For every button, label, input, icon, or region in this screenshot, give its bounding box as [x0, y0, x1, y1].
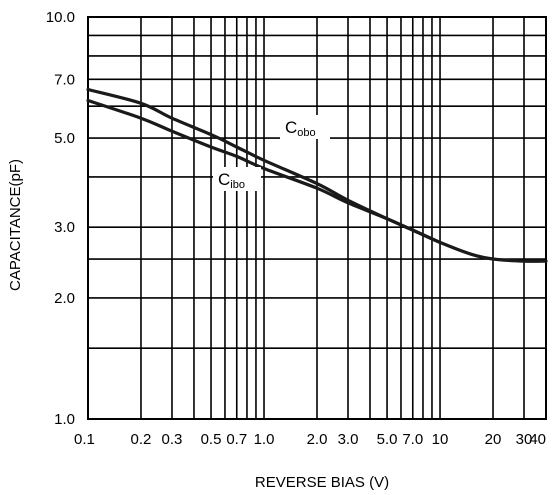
x-tick-label: 10: [432, 431, 449, 448]
series-label-cibo-sub: ibo: [230, 179, 245, 191]
series-lines: [86, 87, 548, 263]
series-label-cibo-main: C: [218, 170, 230, 189]
x-tick-label: 7.0: [402, 431, 423, 448]
x-tick-label: 0.5: [201, 431, 222, 448]
y-tick-label: 10.0: [46, 9, 75, 26]
x-tick-label: 0.7: [226, 431, 247, 448]
x-tick-label: 0.1: [74, 431, 95, 448]
plot-frame: [87, 16, 547, 420]
series-label-cobo-bg: [280, 115, 330, 139]
series-label-cibo-bg: [213, 167, 261, 191]
y-tick-label: 1.0: [54, 411, 75, 428]
x-tick-label: 40: [529, 431, 546, 448]
y-axis-title: CAPACITANCE(pF): [7, 159, 24, 291]
y-tick-label: 5.0: [54, 130, 75, 147]
x-tick-label: 20: [485, 431, 502, 448]
y-tick-label: 2.0: [54, 290, 75, 307]
x-tick-label: 3.0: [338, 431, 359, 448]
series-label-cobo-main: C: [285, 118, 297, 137]
y-tick-label: 3.0: [54, 219, 75, 236]
x-tick-label: 0.3: [162, 431, 183, 448]
y-tick-label: 7.0: [54, 71, 75, 88]
y-tick-labels: 1.0 2.0 3.0 5.0 7.0 10.0: [46, 9, 75, 428]
series-label-cibo-text: Cibo: [218, 170, 245, 191]
series-label-cobo: Cobo: [280, 115, 330, 139]
x-tick-label: 0.2: [131, 431, 152, 448]
series-line-cobo: [86, 87, 548, 263]
x-tick-label: 1.0: [254, 431, 275, 448]
series-label-cibo: Cibo: [213, 167, 261, 191]
x-tick-label: 5.0: [377, 431, 398, 448]
x-tick-label: 2.0: [307, 431, 328, 448]
series-label-cobo-text: Cobo: [285, 118, 316, 139]
x-tick-label: 30: [516, 431, 533, 448]
grid-lines: [87, 16, 547, 420]
x-axis-title: REVERSE BIAS (V): [255, 474, 389, 491]
series-line-cibo: [86, 98, 442, 244]
series-label-cobo-sub: obo: [297, 127, 315, 139]
